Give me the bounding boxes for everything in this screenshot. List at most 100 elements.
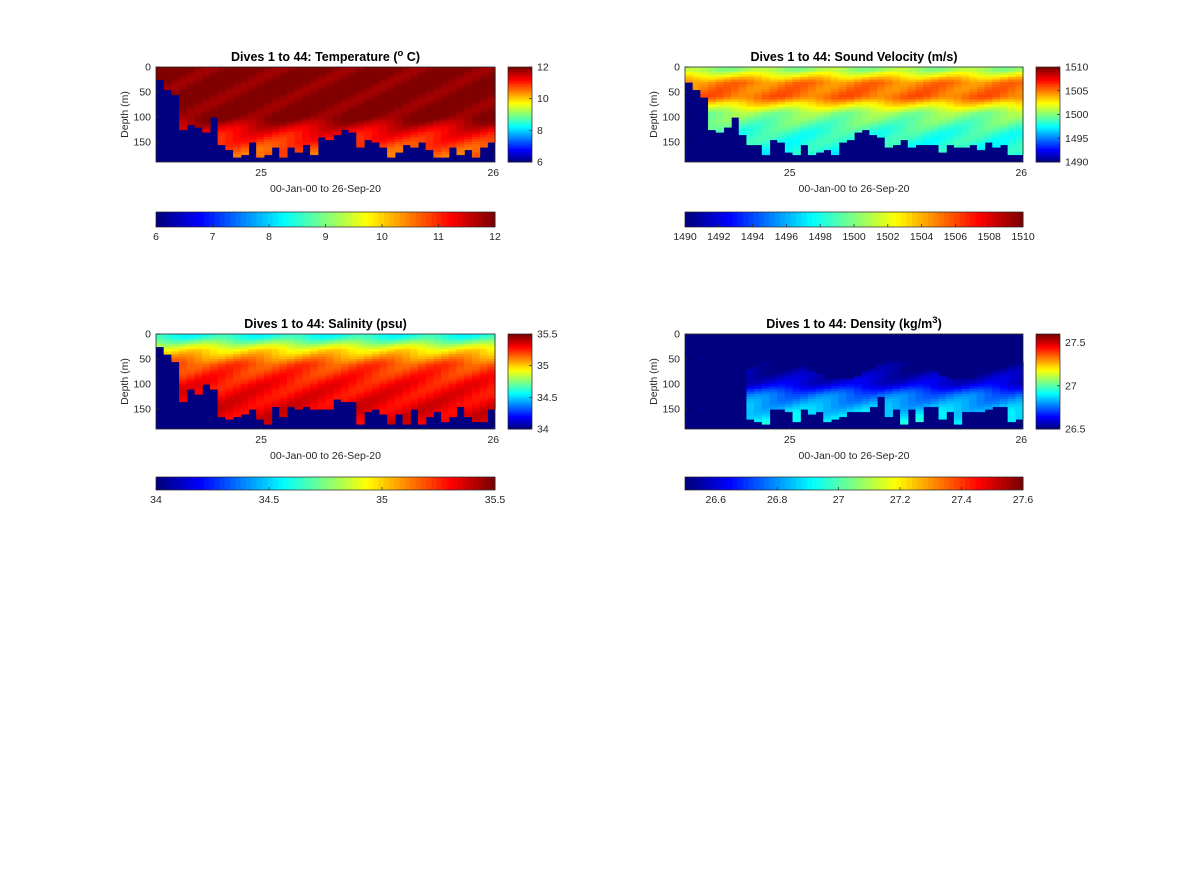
heatmap-cell (953, 411, 963, 415)
heatmap-cell (279, 379, 288, 383)
heatmap-cell (464, 112, 473, 116)
heatmap-cell (194, 346, 203, 350)
heatmap-cell (371, 401, 381, 405)
heatmap-cell (441, 109, 450, 113)
heatmap-cell (225, 349, 234, 353)
heatmap-cell (209, 69, 219, 73)
heatmap-cell (302, 389, 311, 393)
heatmap-cell (938, 132, 947, 136)
heatmap-cell (464, 376, 473, 380)
colorbar-swatch (357, 477, 364, 490)
heatmap-cell (869, 379, 878, 383)
heatmap-cell (777, 371, 786, 375)
heatmap-cell (379, 69, 388, 73)
heatmap-cell (348, 386, 357, 390)
heatmap-cell (402, 79, 411, 83)
heatmap-cell (854, 84, 863, 88)
heatmap-cell (225, 139, 234, 143)
heatmap-cell (846, 87, 855, 91)
heatmap-cell (464, 89, 473, 93)
heatmap-cell (930, 82, 940, 86)
heatmap-cell (348, 334, 357, 338)
heatmap-cell (302, 404, 311, 408)
heatmap-cell (923, 122, 932, 126)
heatmap-cell (186, 381, 196, 385)
heatmap-cell (394, 339, 404, 343)
heatmap-cell (317, 114, 327, 118)
heatmap-cell (233, 154, 242, 158)
heatmap-cell (471, 144, 481, 148)
heatmap-cell (263, 74, 273, 78)
colorbar-swatch (769, 212, 776, 227)
colorbar-swatch (508, 390, 532, 393)
heatmap-cell (233, 384, 242, 388)
colorbar-frame (507, 66, 533, 163)
heatmap-cell (877, 391, 886, 395)
heatmap-cell (302, 107, 311, 111)
heatmap-cell (854, 124, 863, 128)
heatmap-cell (999, 364, 1009, 368)
heatmap-cell (186, 366, 196, 370)
heatmap-cell (217, 381, 226, 385)
heatmap-cell (976, 92, 986, 96)
heatmap-cell (761, 117, 771, 121)
chart-title-superscript: o (398, 48, 404, 59)
heatmap-cell (869, 119, 878, 123)
heatmap-cell (263, 376, 273, 380)
heatmap-cell (333, 129, 342, 133)
heatmap-cell (471, 84, 481, 88)
heatmap-cell (186, 364, 196, 368)
heatmap-cell (356, 386, 365, 390)
heatmap-cell (800, 394, 809, 398)
heatmap-cell (487, 406, 496, 410)
heatmap-cell (348, 344, 357, 348)
heatmap-cell (464, 344, 473, 348)
heatmap-cell (302, 394, 311, 398)
heatmap-cell (792, 374, 801, 378)
heatmap-cell (387, 112, 396, 116)
heatmap-cell (976, 409, 986, 413)
heatmap-cell (792, 77, 801, 81)
heatmap-cell (700, 87, 709, 91)
heatmap-cell (225, 104, 234, 108)
heatmap-cell (830, 74, 840, 78)
heatmap-cell (807, 87, 817, 91)
heatmap-cell (387, 346, 396, 350)
heatmap-cell (838, 107, 847, 111)
heatmap-cell (364, 137, 373, 141)
heatmap-cell (761, 67, 771, 71)
heatmap-cell (286, 77, 296, 81)
heatmap-cell (402, 379, 411, 383)
heatmap-cell (209, 341, 219, 345)
heatmap-cell (1015, 84, 1024, 88)
heatmap-cell (294, 122, 303, 126)
colorbar-swatch (330, 212, 337, 227)
heatmap-cell (846, 122, 855, 126)
heatmap-cell (464, 84, 473, 88)
heatmap-cell (946, 409, 955, 413)
colorbar-swatch (748, 212, 755, 227)
heatmap-cell (441, 364, 450, 368)
heatmap-cell (248, 97, 257, 101)
heatmap-cell (263, 399, 273, 403)
x-tick-label: 26 (487, 434, 499, 446)
heatmap-cell (846, 74, 855, 78)
heatmap-cell (340, 74, 350, 78)
heatmap-cell (892, 389, 901, 393)
heatmap-cell (1007, 112, 1016, 116)
heatmap-cell (969, 127, 978, 131)
heatmap-cell (410, 404, 419, 408)
heatmap-cell (387, 92, 396, 96)
heatmap-cell (225, 356, 234, 360)
heatmap-cell (784, 127, 794, 131)
heatmap-cell (471, 89, 481, 93)
heatmap-cell (279, 351, 288, 355)
heatmap-cell (915, 409, 924, 413)
heatmap-cell (792, 371, 801, 375)
heatmap-cell (256, 339, 265, 343)
colorbar-swatch (389, 477, 395, 490)
heatmap-cell (417, 102, 427, 106)
heatmap-cell (961, 132, 970, 136)
heatmap-cell (302, 102, 311, 106)
heatmap-cell (777, 117, 786, 121)
